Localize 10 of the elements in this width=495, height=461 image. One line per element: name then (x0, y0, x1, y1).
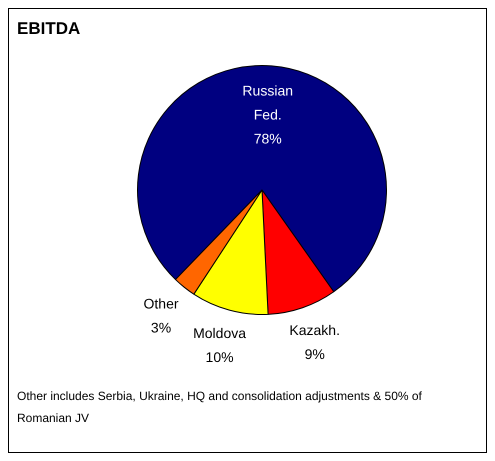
text: Other includes Serbia, Ukraine, HQ and consolidation adjustments & 50% of Romanian JV (17, 388, 423, 427)
slice-label: Other (144, 295, 179, 312)
data-label: 9% (304, 346, 325, 362)
data-label: 78% (254, 130, 282, 146)
data-label: 3% (150, 319, 172, 336)
chart-title: EBITDA (17, 19, 80, 39)
slice-label: Moldova (193, 325, 246, 342)
slice-label: Kazakh. (289, 322, 340, 338)
data-label: 10% (206, 349, 234, 366)
slice-label: Russian Fed. (242, 82, 294, 122)
